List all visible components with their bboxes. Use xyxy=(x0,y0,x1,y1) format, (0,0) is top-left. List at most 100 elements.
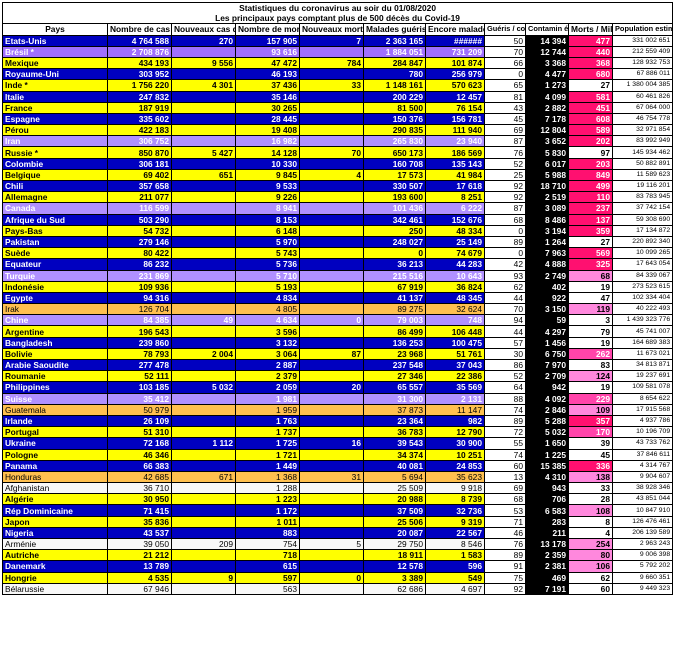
deaths-per-million-cell: 33 xyxy=(568,482,613,495)
cases-cell: 103 185 xyxy=(107,381,172,394)
deaths-cell: 1 288 xyxy=(235,482,300,495)
population-cell: 43 733 762 xyxy=(611,437,674,450)
active-cell: 186 569 xyxy=(425,146,485,159)
population-cell: 17 643 054 xyxy=(611,258,674,271)
cases-per-million-cell: 2 709 xyxy=(525,370,569,383)
deaths-per-million-cell: 108 xyxy=(568,504,613,517)
new-deaths-cell: 16 xyxy=(299,437,364,450)
active-cell: 11 147 xyxy=(425,403,485,416)
new-cases-cell: 9 xyxy=(171,571,236,584)
table-row: Chili 357 658 9 533 330 507 17 618 92 18 710 49… xyxy=(2,179,674,193)
deaths-per-million-cell: 124 xyxy=(568,370,613,383)
country-cell: Danemark xyxy=(2,560,108,573)
new-deaths-cell xyxy=(299,179,364,193)
recovered-cell: 284 847 xyxy=(363,56,426,70)
table-row: Suède 80 422 5 743 0 74 679 0 7 963 569 10 099 2… xyxy=(2,247,674,260)
table-row: Afghanistan 36 710 1 288 25 509 9 918 69 943 33… xyxy=(2,482,674,495)
col-header-morts-million: Morts / Million xyxy=(568,23,613,36)
new-deaths-cell xyxy=(299,247,364,260)
recovered-cell: 330 507 xyxy=(363,179,426,193)
deaths-per-million-cell: 3 xyxy=(568,314,613,327)
new-cases-cell xyxy=(171,135,236,148)
cases-per-million-cell: 12 744 xyxy=(525,45,569,58)
new-deaths-cell: 20 xyxy=(299,381,364,394)
recovered-cell: 23 968 xyxy=(363,347,426,361)
cases-per-million-cell: 5 288 xyxy=(525,414,569,428)
population-cell: 11 589 623 xyxy=(611,168,674,182)
recovery-ratio-cell: 0 xyxy=(484,68,526,81)
deaths-cell: 718 xyxy=(235,549,300,562)
recovered-cell: 1 884 051 xyxy=(363,45,426,58)
recovered-cell: 37 509 xyxy=(363,504,426,517)
table-row: Indonésie 109 936 5 193 67 919 36 824 62 402 19… xyxy=(2,280,674,293)
new-deaths-cell: 87 xyxy=(299,347,364,361)
population-cell: 2 963 243 xyxy=(611,537,674,551)
new-deaths-cell xyxy=(299,269,364,282)
recovered-cell: 160 708 xyxy=(363,157,426,170)
cases-per-million-cell: 706 xyxy=(525,493,569,506)
population-cell: 40 222 493 xyxy=(611,303,674,316)
country-cell: Rép Dominicaine xyxy=(2,504,108,517)
cases-cell: 69 402 xyxy=(107,168,172,182)
new-deaths-cell: 4 xyxy=(299,168,364,182)
country-cell: Inde * xyxy=(2,79,108,92)
new-deaths-cell xyxy=(299,370,364,383)
cases-per-million-cell: 3 150 xyxy=(525,303,569,316)
cases-cell: 247 832 xyxy=(107,90,172,103)
country-cell: Brésil * xyxy=(2,45,108,58)
cases-per-million-cell: 7 191 xyxy=(525,582,569,595)
country-cell: Indonésie xyxy=(2,280,108,293)
country-cell: Afghanistan xyxy=(2,482,108,495)
cases-per-million-cell: 18 710 xyxy=(525,179,569,193)
deaths-per-million-cell: 4 xyxy=(568,526,613,540)
new-deaths-cell xyxy=(299,426,364,439)
active-cell: 17 618 xyxy=(425,179,485,193)
cases-cell: 21 212 xyxy=(107,549,172,562)
deaths-cell: 1 981 xyxy=(235,392,300,405)
population-cell: 84 339 067 xyxy=(611,269,674,282)
population-cell: 10 847 910 xyxy=(611,504,674,517)
cases-cell: 196 543 xyxy=(107,325,172,338)
active-cell: 106 448 xyxy=(425,325,485,338)
active-cell: 37 043 xyxy=(425,358,485,372)
population-cell: 9 904 607 xyxy=(611,470,674,484)
active-cell: 748 xyxy=(425,314,485,327)
table-row: Autriche 21 212 718 18 911 1 583 89 2 359 80 9 0… xyxy=(2,549,674,562)
country-cell: Equateur xyxy=(2,258,108,271)
deaths-cell: 6 148 xyxy=(235,224,300,237)
active-cell: 9 319 xyxy=(425,515,485,528)
new-cases-cell xyxy=(171,504,236,517)
new-cases-cell xyxy=(171,269,236,282)
new-deaths-cell xyxy=(299,504,364,517)
population-cell: 67 064 000 xyxy=(611,101,674,114)
cases-cell: 86 232 xyxy=(107,258,172,271)
table-row: Hongrie 4 535 9 597 0 3 389 549 75 469 62 9 660 35… xyxy=(2,571,674,584)
recovery-ratio-cell: 92 xyxy=(484,191,526,204)
deaths-cell: 2 059 xyxy=(235,381,300,394)
population-cell: 34 813 871 xyxy=(611,358,674,372)
table-row: Allemagne 211 077 9 226 193 600 8 251 92 2 519… xyxy=(2,191,674,204)
cases-per-million-cell: 2 381 xyxy=(525,560,569,573)
new-deaths-cell: 784 xyxy=(299,56,364,70)
country-cell: Iran xyxy=(2,135,108,148)
recovery-ratio-cell: 44 xyxy=(484,325,526,338)
table-row: Inde * 1 756 220 4 301 37 436 33 1 148 161 570… xyxy=(2,79,674,92)
deaths-per-million-cell: 203 xyxy=(568,157,613,170)
cases-cell: 335 602 xyxy=(107,112,172,126)
table-row: Etats-Unis 4 764 588 270 157 905 7 2 363 165 #… xyxy=(2,34,674,47)
deaths-per-million-cell: 60 xyxy=(568,582,613,595)
country-cell: Chili xyxy=(2,179,108,193)
active-cell: 48 345 xyxy=(425,291,485,305)
recovered-cell: 40 081 xyxy=(363,459,426,472)
active-cell: 30 900 xyxy=(425,437,485,450)
new-cases-cell xyxy=(171,414,236,428)
deaths-cell: 1 449 xyxy=(235,459,300,472)
cases-cell: 30 950 xyxy=(107,493,172,506)
active-cell: 8 739 xyxy=(425,493,485,506)
cases-per-million-cell: 402 xyxy=(525,280,569,293)
population-cell: 17 915 568 xyxy=(611,403,674,416)
cases-per-million-cell: 5 988 xyxy=(525,168,569,182)
new-cases-cell xyxy=(171,336,236,349)
country-cell: Pologne xyxy=(2,448,108,461)
cases-cell: 66 383 xyxy=(107,459,172,472)
